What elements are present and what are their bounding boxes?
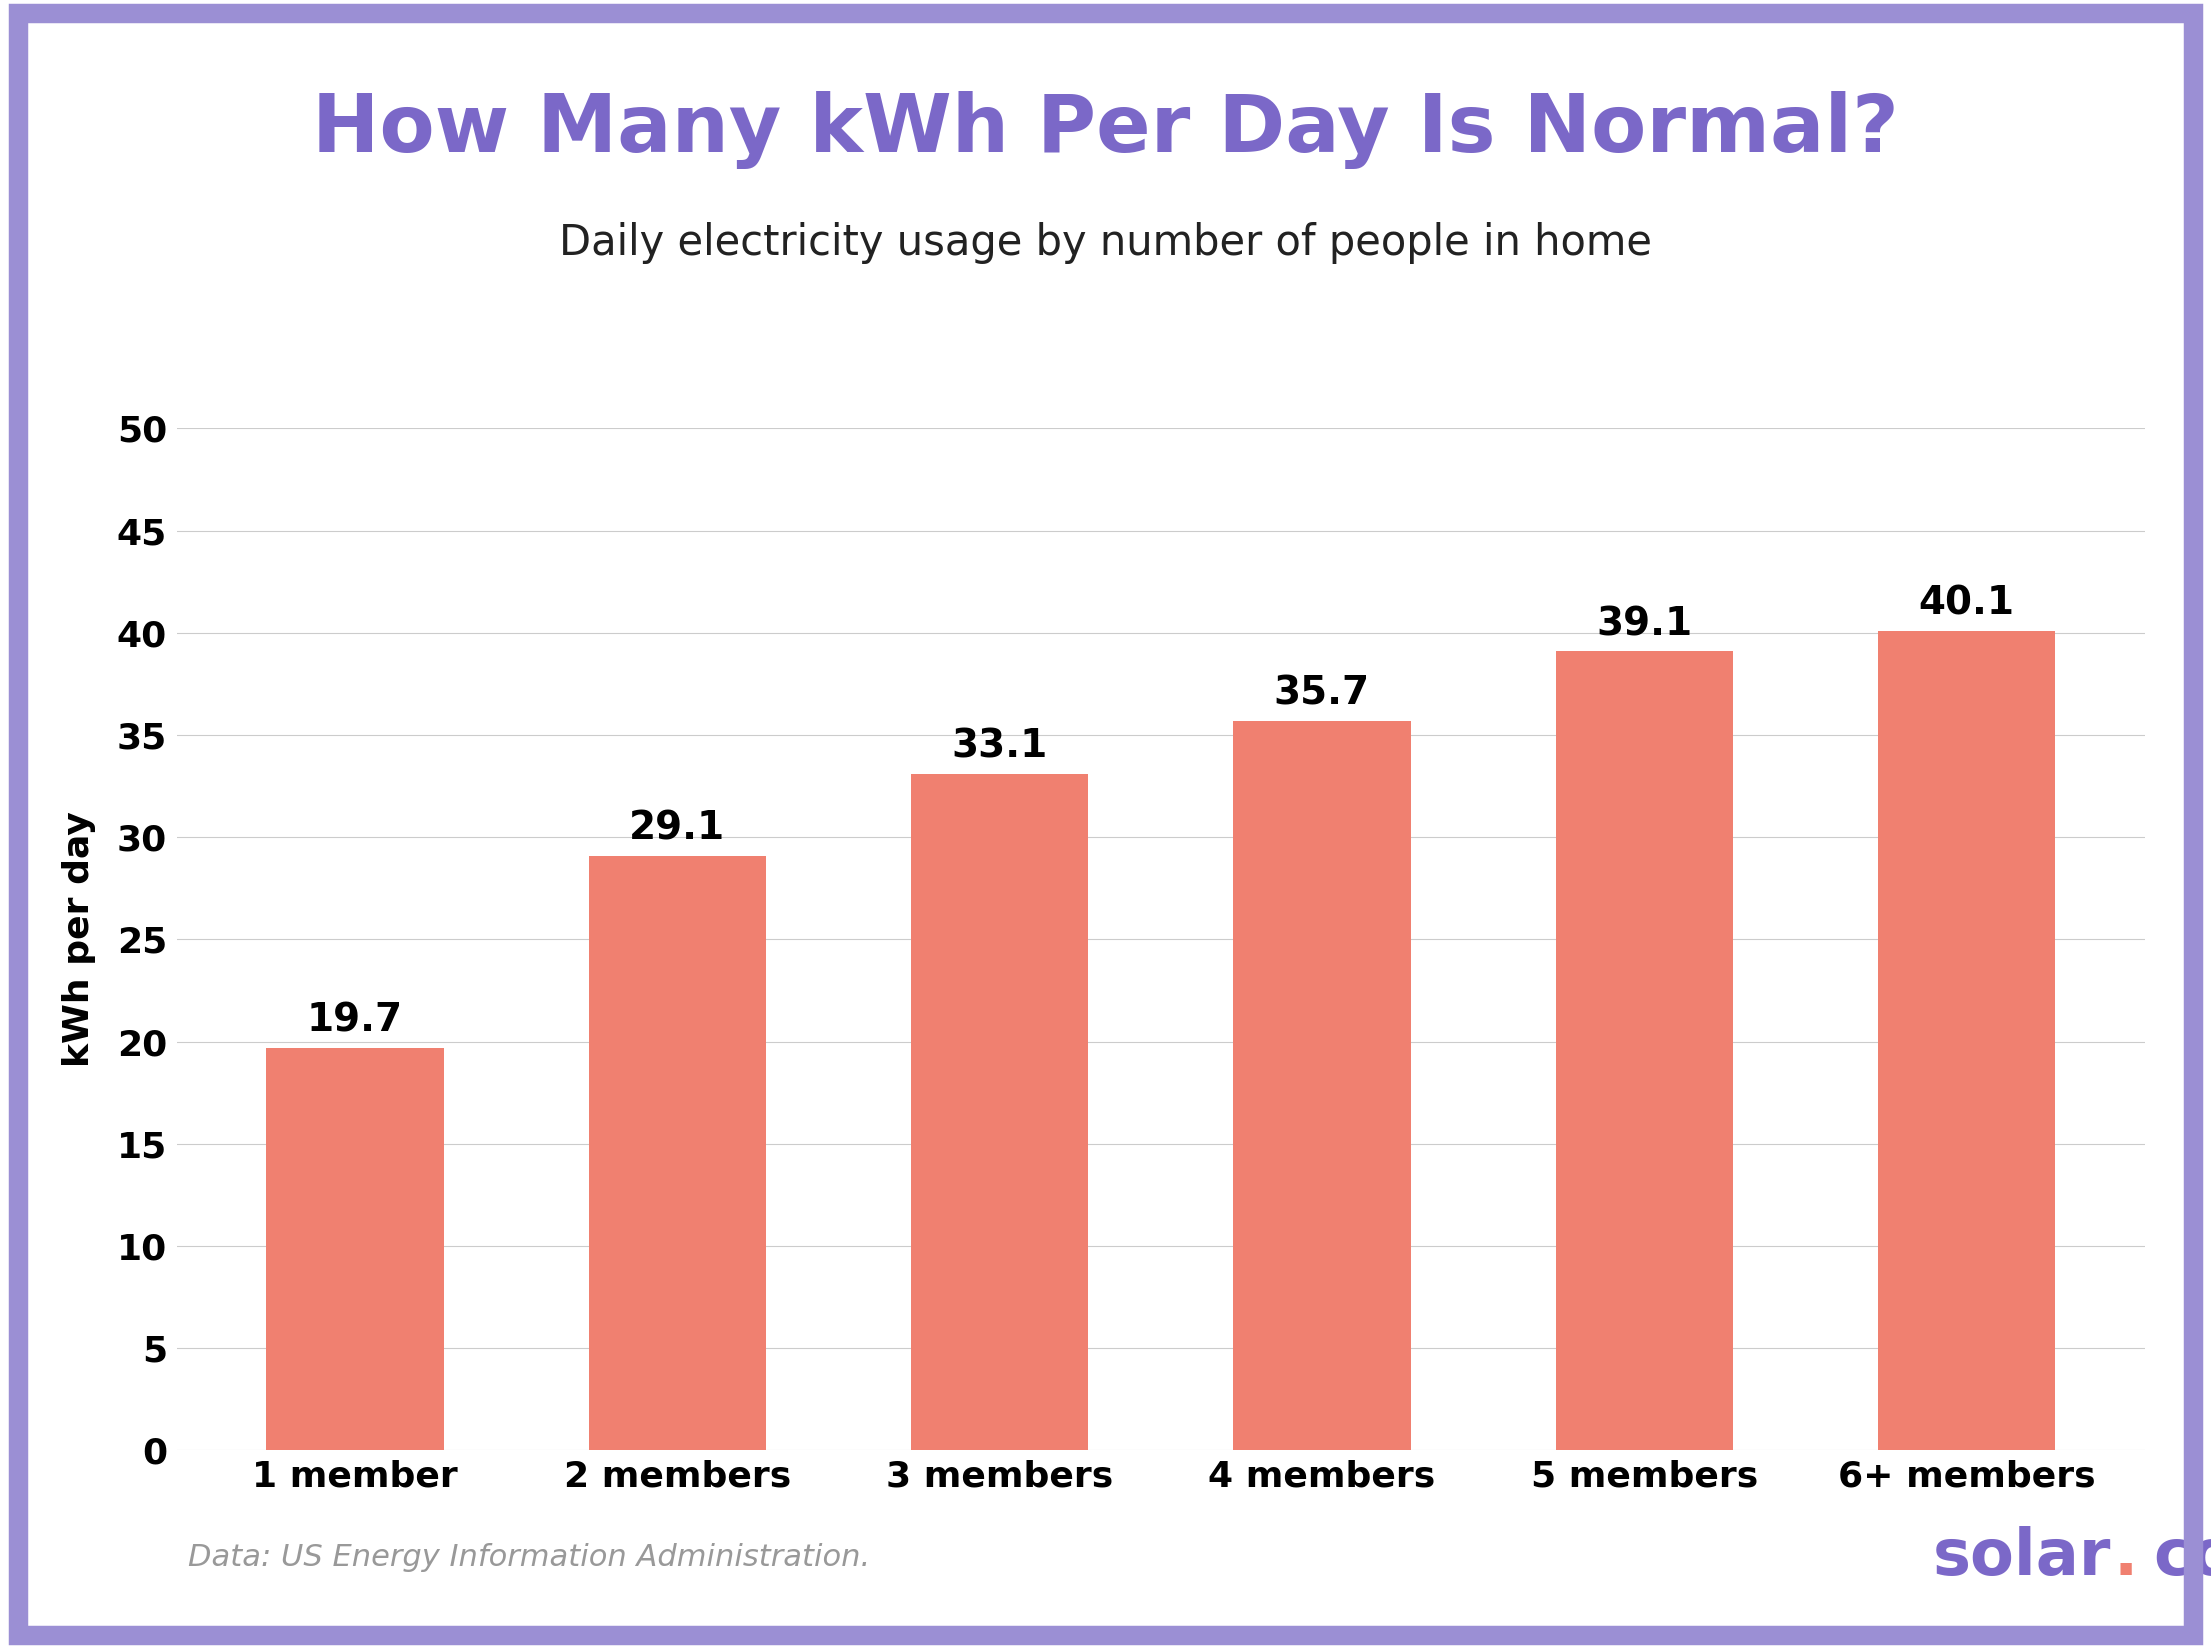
Text: 39.1: 39.1 <box>1596 605 1691 643</box>
Text: com: com <box>2154 1526 2211 1589</box>
Text: 40.1: 40.1 <box>1919 585 2014 623</box>
Text: How Many kWh Per Day Is Normal?: How Many kWh Per Day Is Normal? <box>312 91 1899 168</box>
Bar <box>1234 720 1411 1450</box>
Text: 35.7: 35.7 <box>1274 674 1371 712</box>
Text: 29.1: 29.1 <box>630 809 725 847</box>
Text: solar: solar <box>1932 1526 2112 1589</box>
Text: .: . <box>2114 1526 2138 1589</box>
Text: Data: US Energy Information Administration.: Data: US Energy Information Administrati… <box>188 1543 871 1572</box>
Bar <box>1877 631 2056 1450</box>
Text: Daily electricity usage by number of people in home: Daily electricity usage by number of peo… <box>559 222 1652 264</box>
Bar <box>588 855 765 1450</box>
Text: 19.7: 19.7 <box>307 1002 402 1040</box>
Bar <box>265 1048 444 1450</box>
Bar <box>911 775 1088 1450</box>
Bar <box>1557 651 1733 1450</box>
Y-axis label: kWh per day: kWh per day <box>62 811 95 1068</box>
Text: 33.1: 33.1 <box>951 728 1048 766</box>
